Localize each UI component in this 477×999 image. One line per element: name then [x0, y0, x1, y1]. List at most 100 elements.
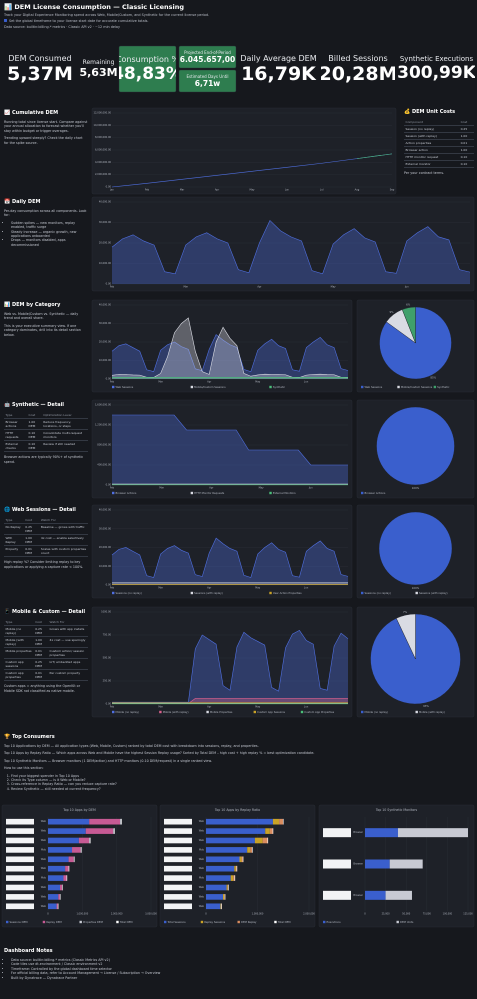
column-header: Watch For: [48, 618, 88, 626]
chart-title: Top 10 Apps by DEM: [62, 808, 96, 812]
legend-label: Sessions DEM: [10, 920, 28, 924]
notes-title: Dashboard Notes: [4, 948, 53, 954]
kpi-value: 5,63M: [80, 66, 117, 79]
kpi-tile: Synthetic Executions 300,99K: [398, 46, 475, 92]
cell: External checks: [4, 440, 28, 453]
slice-label: 7%: [403, 610, 408, 614]
cell: Action properties: [404, 139, 460, 147]
y-tick-label: 500.00: [103, 657, 112, 660]
table-row: Mobile (no replay) 0.25 DEM Grows with app…: [4, 625, 88, 637]
bar-segment: [48, 875, 64, 881]
step: Review Synthetic — still needed at curre…: [11, 787, 469, 791]
x-tick-label: May: [255, 706, 261, 709]
redacted-name: [164, 847, 192, 853]
kpi-label: Consumption %: [119, 54, 176, 64]
legend-swatch: [6, 920, 9, 924]
legend-swatch: [269, 491, 272, 495]
bar-segment: [48, 828, 86, 834]
y-tick-label: Web: [199, 886, 205, 889]
cell: Scales with custom properties count: [39, 545, 88, 558]
note: Browser actions are typically 90%+ of sy…: [4, 455, 84, 464]
redacted-name: [164, 875, 192, 881]
x-tick-label: Apr: [207, 587, 211, 590]
cell: Custom app sessions: [4, 658, 34, 671]
bar-segment: [254, 837, 263, 844]
column-header: Cost: [23, 516, 40, 524]
column-header: Type: [4, 618, 34, 626]
x-tick-label: May: [250, 189, 256, 192]
page-title: 📊 DEM License Consumption — Classic Lice…: [4, 3, 185, 11]
cell: Mobile (with replay): [4, 636, 34, 648]
cell: 0.10 DEM: [27, 429, 42, 441]
bar-segment: [48, 847, 73, 853]
kpi-value: 6,71w: [194, 79, 221, 88]
y-tick-label: 20,000.00: [99, 341, 112, 344]
cell: 1.00: [459, 132, 474, 140]
x-tick-label: 1,000,000: [252, 913, 264, 916]
legend-label: Sessions (with replay): [194, 591, 223, 595]
x-tick-label: Aug: [355, 189, 360, 192]
paragraph: Trending upward steeply? Check the daily…: [4, 136, 83, 145]
legend-swatch: [237, 920, 240, 924]
y-tick-label: 40,000.00: [99, 304, 112, 307]
bar-segment: [68, 856, 74, 863]
legend-swatch: [112, 591, 115, 595]
table-row: Custom app sessions 0.25 DEM IoT/ embedded…: [4, 658, 88, 671]
bar-segment: [250, 847, 253, 853]
legend-swatch: [269, 385, 272, 389]
legend-label: Synthetic: [437, 385, 450, 389]
y-tick-label: 400,000.00: [97, 464, 111, 467]
step: Check its Type column — is it Web or Mob…: [11, 778, 469, 782]
x-tick-label: Feb: [110, 487, 115, 490]
cell: Browser actions: [4, 418, 28, 430]
legend-swatch: [433, 385, 437, 389]
y-tick-label: 40,000.00: [99, 201, 112, 204]
checkbox[interactable]: [4, 19, 7, 22]
paragraph: Per-day consumption across all component…: [4, 208, 87, 218]
side-note: Per your contract terms.: [404, 171, 445, 176]
legend-swatch: [206, 710, 209, 714]
bar-segment: [247, 847, 251, 853]
table-row: HTTP monitor request 0.10: [404, 153, 474, 162]
x-tick-label: 25,000: [382, 913, 391, 916]
legend-label: Mobile (with replay): [419, 710, 445, 714]
kpi-label: Estimated Days Until: [186, 74, 229, 79]
kpi-label: Billed Sessions: [328, 53, 388, 63]
redacted-name: [164, 837, 192, 844]
paragraph: Web vs. Mobile/Custom vs. Synthetic — da…: [4, 311, 79, 321]
legend-label: Mobile (with replay): [163, 710, 189, 714]
x-tick-label: 0: [47, 913, 49, 916]
legend-swatch: [112, 385, 115, 389]
table-header: Type Cost Watch For: [4, 618, 88, 626]
bar-segment: [385, 890, 412, 900]
kpi-label: Remaining: [82, 59, 115, 66]
x-tick-label: May: [331, 286, 337, 289]
y-tick-label: 1000.00: [101, 611, 111, 614]
legend-swatch: [200, 920, 204, 924]
panel: [91, 606, 353, 718]
bar-segment: [206, 847, 248, 853]
legend-swatch: [274, 920, 277, 924]
y-tick-label: 40,000.00: [99, 509, 112, 512]
y-tick-label: 6,000,000.00: [95, 149, 111, 152]
y-tick-label: 750.00: [103, 634, 112, 637]
cell: Reduce frequency, locations, or steps: [41, 418, 88, 430]
section-text: 🤖 Synthetic — Detail Type Cost Optimization…: [4, 402, 88, 467]
section-title: 🤖 Synthetic — Detail: [4, 402, 65, 408]
redacted-name: [164, 894, 192, 900]
pie-slice: [401, 306, 416, 344]
column-header: Cost: [459, 118, 474, 126]
cell: 1.00 DEM: [23, 534, 40, 546]
chart-title: Top 10 Synthetic Monitors: [375, 808, 418, 812]
column-header: Optimization Lever: [41, 411, 88, 419]
x-tick-label: Apr: [215, 189, 219, 192]
cell: 0.10: [459, 153, 474, 162]
cell: 0.10 DEM: [27, 440, 42, 453]
panel: [178, 45, 237, 69]
cell: Property: [4, 545, 24, 558]
bar-segment: [227, 884, 229, 891]
redacted-name: [164, 903, 192, 910]
cell: Per custom property: [48, 669, 88, 682]
redacted-name: [323, 890, 351, 900]
y-tick-label: 0.00: [106, 283, 112, 286]
